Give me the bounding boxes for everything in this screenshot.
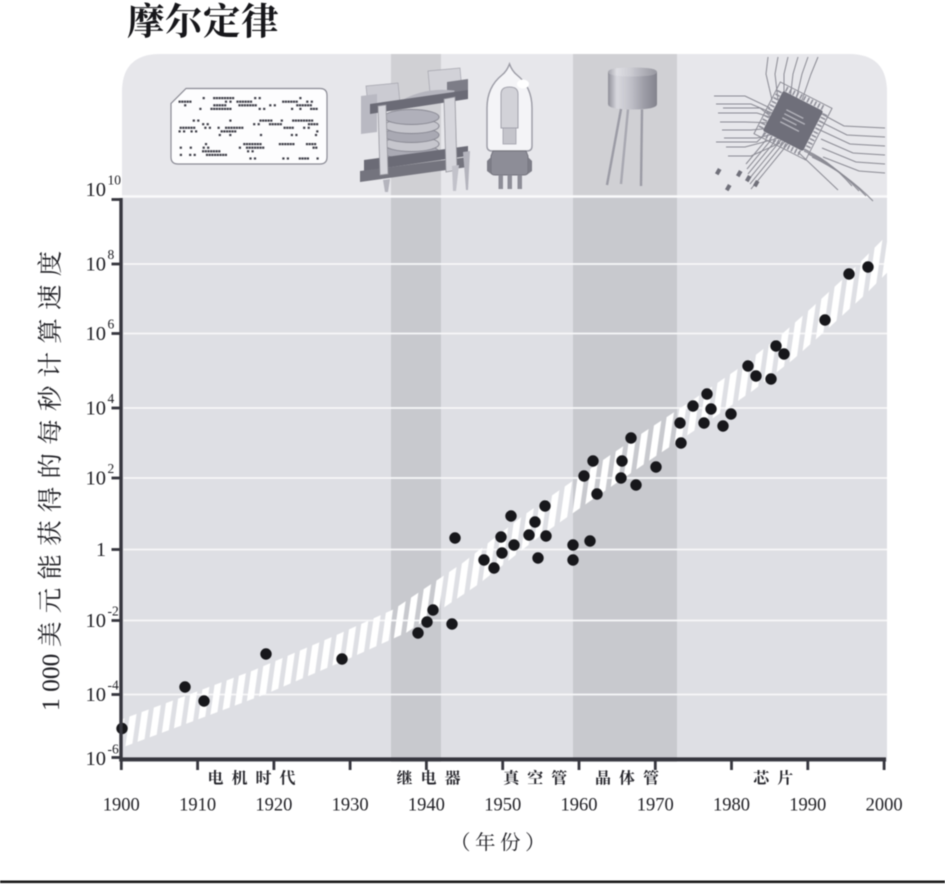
svg-text:1940: 1940 xyxy=(408,796,445,816)
svg-text:10: 10 xyxy=(86,398,107,420)
svg-text:2000: 2000 xyxy=(866,796,903,816)
svg-text:1990: 1990 xyxy=(789,796,826,816)
svg-text:10: 10 xyxy=(86,748,107,770)
svg-text:1920: 1920 xyxy=(255,796,292,816)
svg-text:1910: 1910 xyxy=(179,796,216,816)
svg-text:1 000: 1 000 xyxy=(36,654,65,711)
svg-text:-4: -4 xyxy=(108,678,119,693)
svg-text:-6: -6 xyxy=(108,742,119,757)
svg-text:4: 4 xyxy=(108,391,115,406)
svg-text:10: 10 xyxy=(86,254,107,276)
svg-text:1960: 1960 xyxy=(561,796,598,816)
svg-text:10: 10 xyxy=(86,323,107,345)
svg-text:10: 10 xyxy=(86,468,107,490)
svg-text:10: 10 xyxy=(86,179,107,201)
svg-text:2: 2 xyxy=(108,461,115,476)
svg-text:1950: 1950 xyxy=(484,796,521,816)
svg-text:1: 1 xyxy=(96,539,106,561)
svg-text:6: 6 xyxy=(108,317,115,332)
svg-text:8: 8 xyxy=(108,247,115,262)
svg-text:-2: -2 xyxy=(108,604,119,619)
svg-text:1980: 1980 xyxy=(713,796,750,816)
svg-text:10: 10 xyxy=(86,684,107,706)
svg-text:1930: 1930 xyxy=(332,796,369,816)
svg-text:10: 10 xyxy=(86,610,107,632)
svg-text:1900: 1900 xyxy=(103,796,140,816)
svg-text:1970: 1970 xyxy=(637,796,674,816)
svg-text:10: 10 xyxy=(108,173,122,188)
